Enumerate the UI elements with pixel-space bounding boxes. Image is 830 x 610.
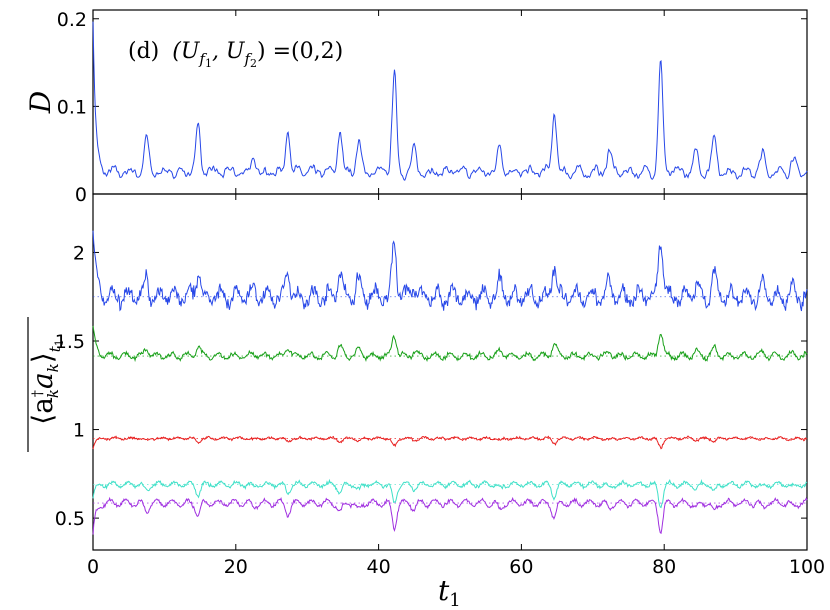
annotation-panel-label: (d) (128, 39, 159, 64)
bottom-x-tick-label: 60 (509, 556, 533, 578)
bottom-series-line (92, 435, 808, 450)
bottom-axes-frame (92, 193, 808, 551)
sub-k2: k (44, 363, 62, 372)
bottom-x-tick-label: 40 (367, 556, 391, 578)
top-y-tick-label: 0.2 (57, 9, 87, 31)
bracket-open: ⟨a (26, 397, 59, 425)
bottom-series-line (92, 496, 808, 535)
dagger: † (30, 390, 46, 397)
annotation-sub-f1: f (198, 50, 207, 68)
top-annotation: (d) (Uf1, Uf2) =(0,2) (128, 39, 343, 70)
bottom-x-tick-label: 100 (789, 556, 825, 578)
top-y-label: D (24, 91, 57, 114)
annotation-values: ) =(0,2) (257, 39, 343, 64)
bottom-y-tick-label: 1.5 (55, 331, 85, 353)
x-label-sub: 1 (449, 590, 460, 610)
bottom-x-tick-label: 0 (87, 556, 99, 578)
bottom-x-tick-label: 20 (224, 556, 248, 578)
annotation-u2: , U (212, 39, 246, 64)
annotation-sub-f2: f (243, 50, 252, 68)
x-label: t1 (438, 574, 461, 610)
annotation-sub-2: 2 (250, 57, 257, 70)
top-y-tick-label: 0 (75, 184, 87, 206)
bottom-mean-lines (93, 296, 807, 504)
bottom-series-line (92, 230, 808, 312)
bottom-series-line (92, 325, 808, 363)
bottom-y-tick-label: 1 (73, 420, 85, 442)
bottom-y-tick-label: 2 (73, 242, 85, 264)
a-k: a (26, 372, 59, 389)
bottom-series (92, 230, 808, 535)
bottom-panel: 0.511.520 20 40 60 80 100 ⟨a†kak⟩t1 t1 (26, 193, 825, 610)
annotation-u1: (U (172, 39, 201, 64)
bottom-series-line (92, 478, 808, 509)
bottom-ticks: 0.511.520 20 40 60 80 100 (55, 194, 825, 578)
bottom-y-tick-label: 0.5 (55, 508, 85, 530)
bracket-close: ⟩ (26, 352, 59, 363)
y-label-text: ⟨a†kak⟩t1 (26, 339, 66, 424)
top-y-ticks: 0 0.1 0.2 (57, 9, 808, 206)
top-panel: 00.10.2 (d) (Uf1, Uf2) =(0,2) D (24, 9, 808, 206)
bottom-x-tick-label: 80 (652, 556, 676, 578)
bottom-y-label: ⟨a†kak⟩t1 (26, 317, 66, 452)
sub-k1: k (44, 389, 62, 398)
top-series-line (92, 21, 808, 181)
sub-t: t (46, 345, 64, 352)
x-label-t: t (438, 574, 450, 607)
top-series (92, 21, 808, 181)
annotation-sub-1: 1 (205, 57, 212, 70)
top-y-tick-label: 0.1 (57, 96, 87, 118)
sub-1: 1 (53, 339, 66, 346)
